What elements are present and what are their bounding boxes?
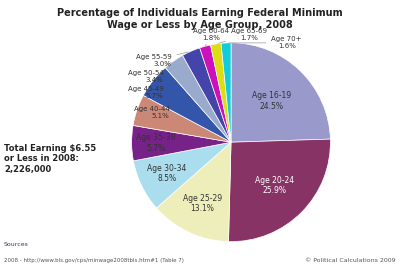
Wedge shape [165, 55, 231, 142]
Wedge shape [200, 45, 231, 142]
Text: Age 35-39
5.7%: Age 35-39 5.7% [136, 133, 175, 153]
Text: Age 55-59
3.0%: Age 55-59 3.0% [136, 52, 188, 67]
Text: Age 16-19
24.5%: Age 16-19 24.5% [252, 91, 291, 110]
Wedge shape [221, 43, 231, 142]
Wedge shape [182, 48, 231, 142]
Text: Age 60-64
1.8%: Age 60-64 1.8% [193, 28, 229, 46]
Wedge shape [210, 43, 231, 142]
Text: Age 30-34
8.5%: Age 30-34 8.5% [147, 164, 186, 183]
Text: Age 40-44
5.1%: Age 40-44 5.1% [134, 106, 169, 119]
Wedge shape [156, 142, 231, 242]
Wedge shape [143, 68, 231, 142]
Text: Percentage of Individuals Earning Federal Minimum
Wage or Less by Age Group, 200: Percentage of Individuals Earning Federa… [57, 8, 343, 30]
Wedge shape [132, 125, 231, 161]
Text: Age 45-49
5.7%: Age 45-49 5.7% [128, 81, 164, 99]
Text: Age 50-54
3.4%: Age 50-54 3.4% [128, 62, 171, 83]
Wedge shape [133, 95, 231, 142]
Text: 2008 - http://www.bls.gov/cps/minwage2008tbls.htm#1 (Table 7): 2008 - http://www.bls.gov/cps/minwage200… [4, 258, 184, 263]
Text: Age 20-24
25.9%: Age 20-24 25.9% [255, 176, 294, 195]
Wedge shape [231, 43, 330, 142]
Wedge shape [133, 142, 231, 208]
Text: © Political Calculations 2009: © Political Calculations 2009 [305, 258, 396, 263]
Wedge shape [228, 139, 330, 242]
Text: Total Earning $6.55
or Less in 2008:
2,226,000: Total Earning $6.55 or Less in 2008: 2,2… [4, 144, 96, 174]
Text: Age 70+
1.6%: Age 70+ 1.6% [229, 36, 302, 49]
Text: Age 25-29
13.1%: Age 25-29 13.1% [183, 194, 222, 213]
Text: Sources: Sources [4, 242, 29, 247]
Text: Age 65-69
1.7%: Age 65-69 1.7% [218, 28, 267, 43]
